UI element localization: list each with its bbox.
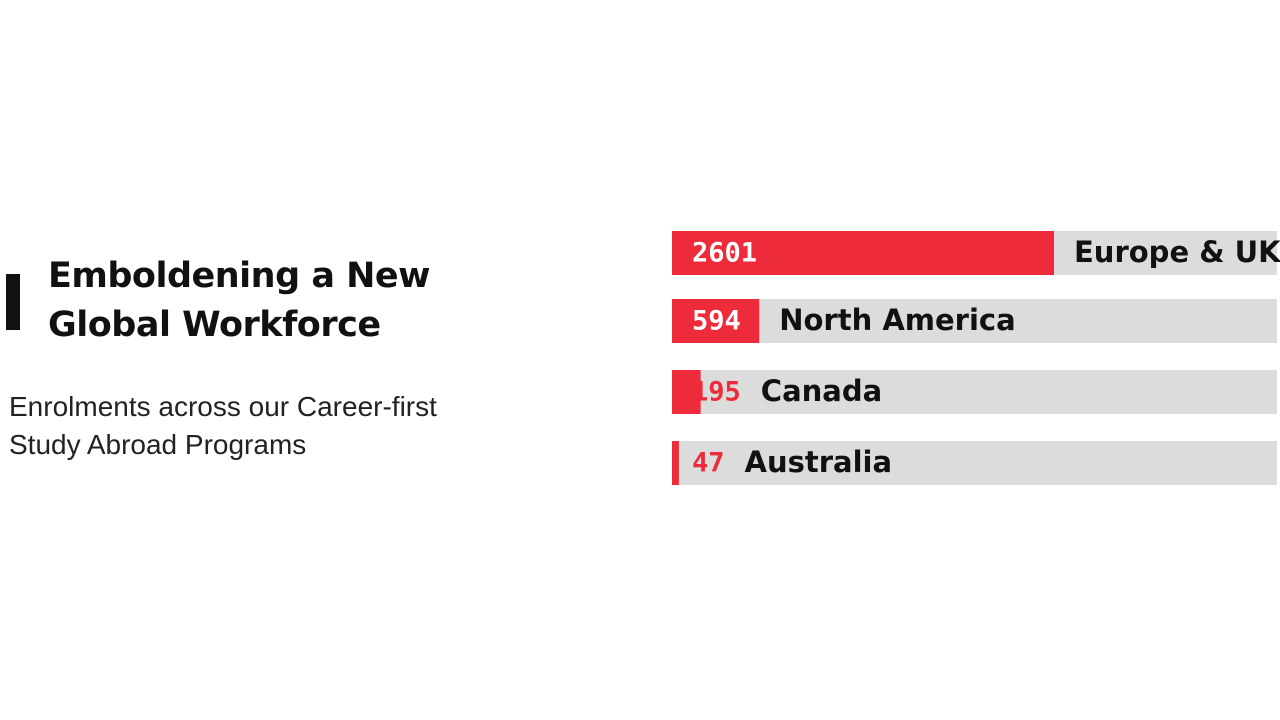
title: Emboldening a New Global Workforce	[48, 256, 431, 345]
bar	[672, 370, 701, 414]
value-label: 594	[692, 306, 741, 337]
title-accent	[6, 274, 20, 330]
subtitle: Enrolments across our Career-first Study…	[9, 391, 437, 460]
category-label: Australia	[745, 445, 893, 479]
value-label: 47	[692, 448, 725, 479]
bar-track	[672, 299, 1277, 343]
category-label: Europe & UK	[1074, 235, 1280, 269]
category-label: Canada	[761, 374, 882, 408]
category-label: North America	[779, 303, 1015, 337]
bar	[672, 231, 1054, 275]
value-label: 2601	[692, 238, 757, 269]
value-label: 195	[692, 377, 741, 408]
bar-track	[672, 370, 1277, 414]
bar-track	[672, 441, 1277, 485]
bar	[672, 441, 679, 485]
bar	[672, 299, 760, 343]
